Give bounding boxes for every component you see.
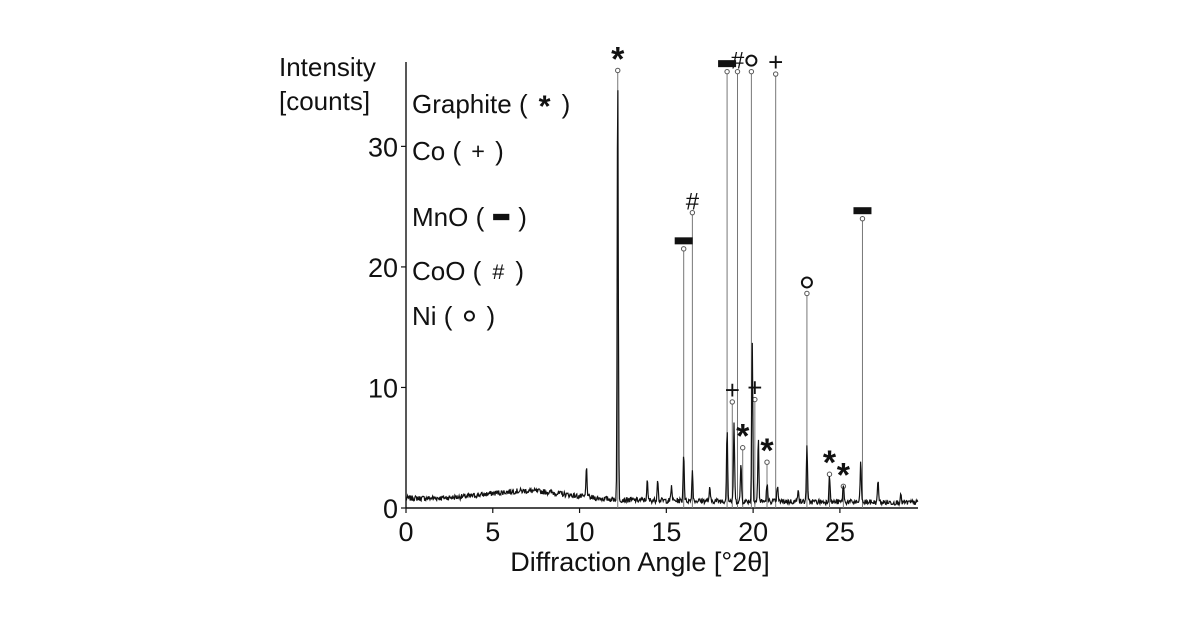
y-tick-label: 10 (368, 373, 398, 403)
peak-marker-asterisk: * (760, 432, 774, 470)
x-tick-label: 20 (738, 517, 768, 547)
x-tick-label: 10 (565, 517, 595, 547)
legend-symbol-hash: # (492, 259, 504, 284)
peak-marker-bar (675, 237, 693, 244)
legend-item: MnO () (412, 202, 527, 232)
legend: Graphite (*)Co (+)MnO ()CoO (#)Ni () (412, 89, 570, 331)
peak-marker-circle (746, 56, 756, 66)
legend-label: Graphite ( (412, 89, 528, 119)
peak-marker-asterisk: * (611, 40, 625, 78)
x-tick-label: 0 (398, 517, 413, 547)
legend-label: MnO ( (412, 202, 485, 232)
reference-peak-dot (805, 291, 809, 295)
reference-peak-dot (749, 69, 753, 73)
y-tick-label: 0 (383, 494, 398, 524)
legend-symbol-asterisk: * (539, 90, 551, 124)
legend-label: CoO ( (412, 256, 482, 286)
y-axis-label-line1: Intensity (279, 52, 376, 82)
peak-marker-asterisk: * (736, 418, 750, 456)
x-tick-label: 15 (651, 517, 681, 547)
peak-marker-plus: + (725, 375, 740, 405)
peak-marker-hash: # (731, 48, 745, 75)
peak-marker-circle (802, 277, 812, 287)
y-axis-label-line2: [counts] (279, 86, 370, 116)
reference-peak-dot (725, 69, 729, 73)
legend-item: Graphite ( *) (412, 89, 570, 124)
legend-label: Ni ( (412, 301, 453, 331)
legend-close-paren: ) (495, 136, 504, 166)
legend-label: Co ( (412, 136, 461, 166)
legend-symbol-circle (465, 312, 474, 321)
peak-marker-asterisk: * (837, 456, 851, 494)
reference-peak-dot (860, 217, 864, 221)
legend-close-paren: ) (562, 89, 571, 119)
y-tick-label: 20 (368, 253, 398, 283)
x-axis-label: Diffraction Angle [°2θ] (510, 547, 769, 577)
legend-item: Ni () (412, 301, 495, 331)
reference-peak-dot (681, 247, 685, 251)
legend-item: CoO ( #) (412, 256, 524, 286)
legend-symbol-bar (493, 214, 509, 220)
peak-marker-bar (853, 207, 871, 214)
legend-item: Co ( +) (412, 136, 504, 166)
peak-marker-plus: + (768, 47, 783, 77)
peak-marker-hash: # (686, 189, 700, 216)
peak-marker-plus: + (747, 373, 762, 403)
peak-marker-asterisk: * (823, 444, 837, 482)
x-tick-label: 25 (825, 517, 855, 547)
legend-close-paren: ) (518, 202, 527, 232)
legend-symbol-plus: + (471, 138, 485, 164)
phase-markers: *#+#*+*+** (611, 40, 871, 494)
legend-close-paren: ) (486, 301, 495, 331)
legend-close-paren: ) (515, 256, 524, 286)
x-tick-label: 5 (485, 517, 500, 547)
y-tick-label: 30 (368, 132, 398, 162)
